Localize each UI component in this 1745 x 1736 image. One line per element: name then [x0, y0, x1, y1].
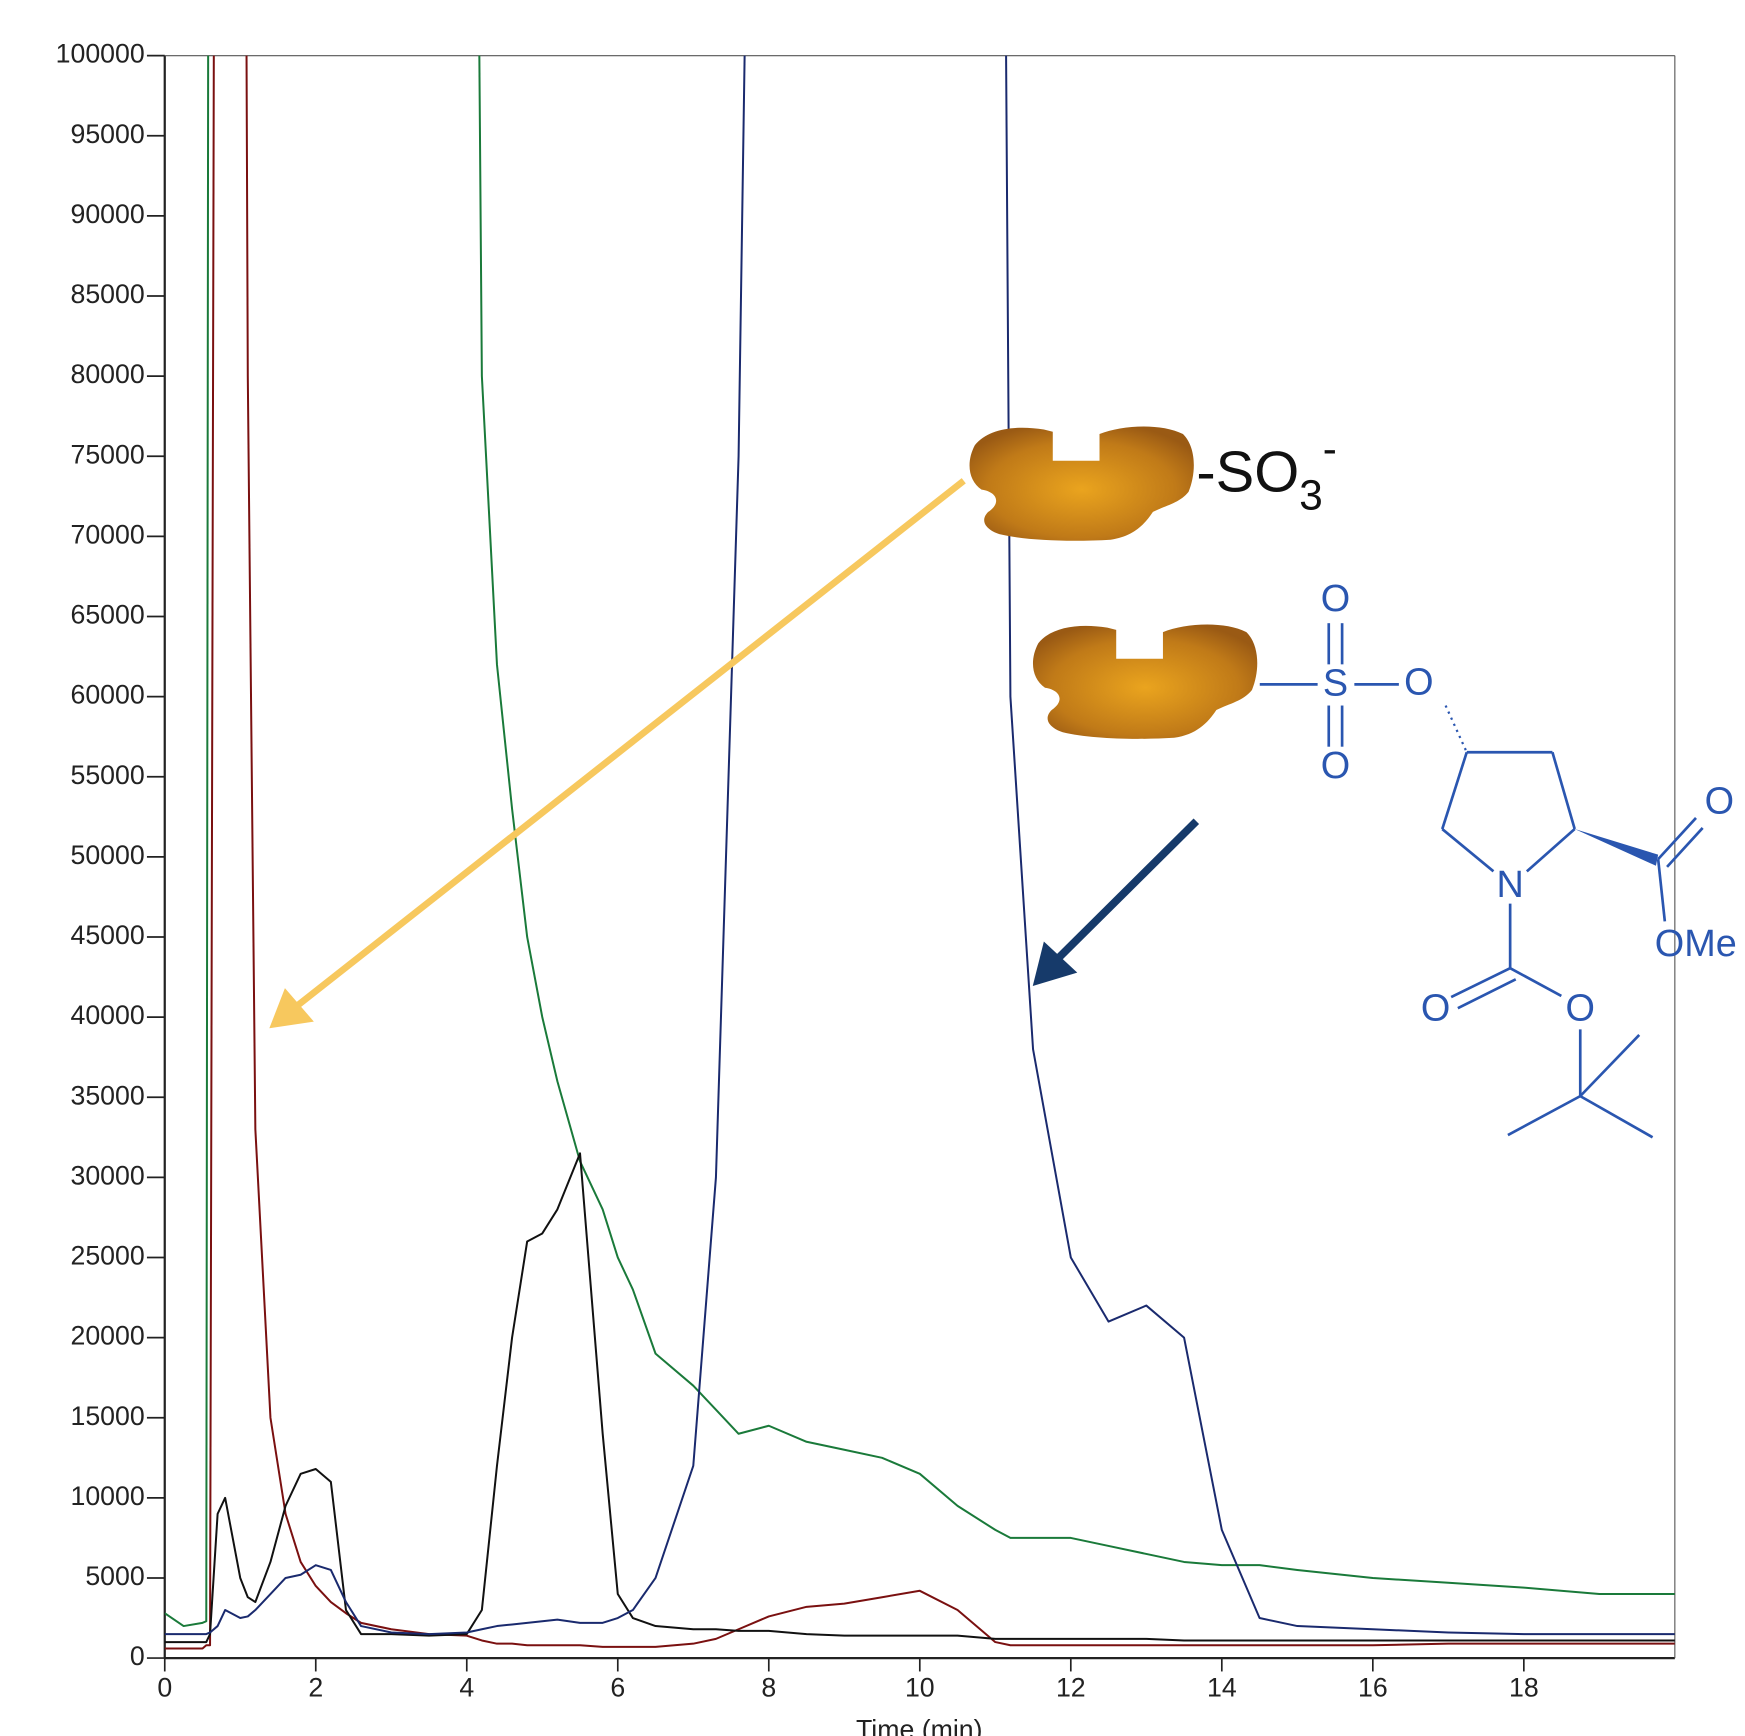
atom-label: O: [1321, 578, 1350, 620]
atom-label: O: [1421, 987, 1450, 1029]
series-line: [164, 55, 1675, 1628]
atom-label: O: [1705, 780, 1734, 822]
ticks: 0 5000 10000 15000 20000 25000 30000 35000 40000…: [56, 39, 1539, 1703]
y-tick-label: 20000: [70, 1321, 144, 1351]
hash-bond: [1444, 705, 1468, 753]
series-line: [164, 1152, 1675, 1644]
sulfonate-superscript: -: [1323, 425, 1337, 472]
plot-lines: [164, 55, 1675, 1650]
bead-sulfonate: -SO3-: [969, 425, 1337, 541]
x-tick-label: 8: [761, 1672, 776, 1702]
y-tick-label: 100000: [56, 39, 145, 69]
y-tick-label: 95000: [70, 119, 144, 149]
axes: [163, 55, 1676, 1660]
x-axis-label: Time (min): [856, 1715, 983, 1736]
arrows: [269, 478, 1200, 1029]
x-tick-label: 14: [1207, 1672, 1237, 1702]
atom-label: O: [1321, 745, 1350, 787]
y-tick-label: 10000: [70, 1481, 144, 1511]
bead: [969, 426, 1194, 541]
x-tick-label: 10: [905, 1672, 935, 1702]
sulfonate-subscript: 3: [1299, 472, 1323, 519]
y-tick-label: 80000: [70, 359, 144, 389]
bonds: [1259, 623, 1704, 1139]
sulfonate-prefix: -SO: [1196, 441, 1299, 505]
y-tick-label: 75000: [70, 439, 144, 469]
x-tick-label: 12: [1056, 1672, 1086, 1702]
y-tick-label: 50000: [70, 840, 144, 870]
y-tick-label: 15000: [70, 1401, 144, 1431]
atom-label: OMe: [1655, 923, 1737, 965]
y-tick-label: 85000: [70, 279, 144, 309]
y-tick-label: 70000: [70, 519, 144, 549]
y-tick-label: 25000: [70, 1241, 144, 1271]
y-tick-label: 35000: [70, 1080, 144, 1110]
arrow-line: [296, 478, 966, 1008]
atom-label: S: [1323, 662, 1348, 704]
atom-label: O: [1404, 661, 1433, 703]
sulfonate-label: -SO3-: [1196, 425, 1336, 519]
x-tick-label: 6: [610, 1672, 625, 1702]
bead: [1032, 624, 1258, 739]
x-tick-label: 4: [459, 1672, 474, 1702]
series-line: [164, 55, 1675, 1650]
atom-label: O: [1566, 987, 1595, 1029]
x-tick-label: 2: [308, 1672, 323, 1702]
x-tick-label: 16: [1358, 1672, 1388, 1702]
y-tick-label: 45000: [70, 920, 144, 950]
y-tick-label: 65000: [70, 600, 144, 630]
y-tick-label: 5000: [85, 1561, 144, 1591]
y-tick-label: 90000: [70, 199, 144, 229]
y-tick-label: 0: [130, 1641, 145, 1671]
wedge-bond: [1574, 829, 1659, 866]
x-tick-label: 0: [157, 1672, 172, 1702]
x-tick-label: 18: [1509, 1672, 1539, 1702]
y-tick-label: 40000: [70, 1000, 144, 1030]
y-tick-label: 60000: [70, 680, 144, 710]
arrow-line: [1054, 818, 1200, 963]
structure: O S O O O N OMe O O: [1032, 578, 1737, 1139]
arrow-head: [269, 988, 314, 1029]
series-line: [164, 55, 1675, 1636]
arrow-head: [1032, 941, 1078, 986]
y-tick-label: 30000: [70, 1160, 144, 1190]
atom-label: N: [1496, 864, 1523, 906]
y-tick-label: 55000: [70, 760, 144, 790]
